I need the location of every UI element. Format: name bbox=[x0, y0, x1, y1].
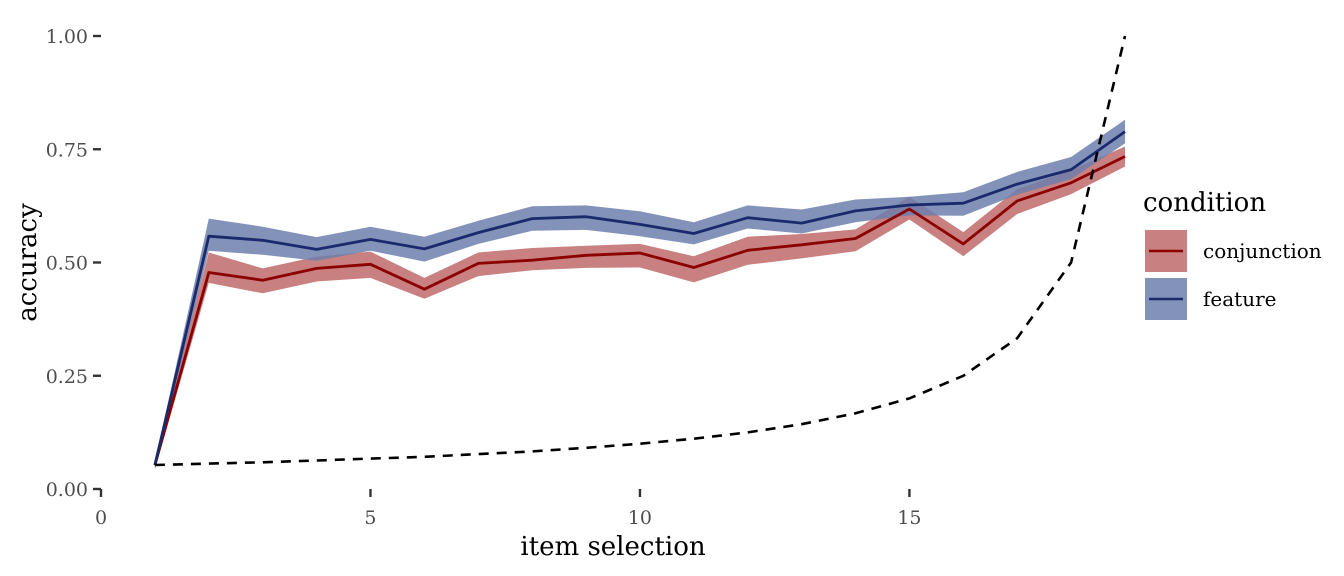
y-tick-label: 1.00 bbox=[46, 26, 88, 48]
y-tick-label: 0.75 bbox=[46, 139, 88, 161]
x-axis: 0 5 10 15 bbox=[95, 489, 922, 529]
x-tick-label: 5 bbox=[364, 507, 376, 529]
x-axis-title: item selection bbox=[520, 532, 705, 562]
conjunction-legend-label: conjunction bbox=[1203, 239, 1322, 263]
conjunction-confidence-band bbox=[154, 146, 1125, 470]
y-axis-title: accuracy bbox=[13, 203, 43, 322]
x-tick-label: 10 bbox=[628, 507, 652, 529]
feature-line bbox=[153, 130, 1126, 466]
y-tick-label: 0.50 bbox=[46, 253, 88, 275]
feature-confidence-band bbox=[154, 119, 1125, 470]
x-tick-label: 0 bbox=[95, 507, 107, 529]
legend-title: condition bbox=[1143, 188, 1266, 218]
conjunction-line bbox=[153, 155, 1126, 466]
y-tick-label: 0.00 bbox=[46, 479, 88, 501]
series-lines bbox=[153, 35, 1127, 467]
y-axis: 0.00 0.25 0.50 0.75 1.00 bbox=[46, 26, 101, 501]
feature-legend-label: feature bbox=[1203, 287, 1276, 311]
x-tick-label: 15 bbox=[897, 507, 921, 529]
legend: condition conjunction feature bbox=[1143, 188, 1322, 320]
y-tick-label: 0.25 bbox=[46, 366, 88, 388]
reference-line bbox=[154, 35, 1127, 467]
confidence-bands bbox=[154, 119, 1125, 470]
